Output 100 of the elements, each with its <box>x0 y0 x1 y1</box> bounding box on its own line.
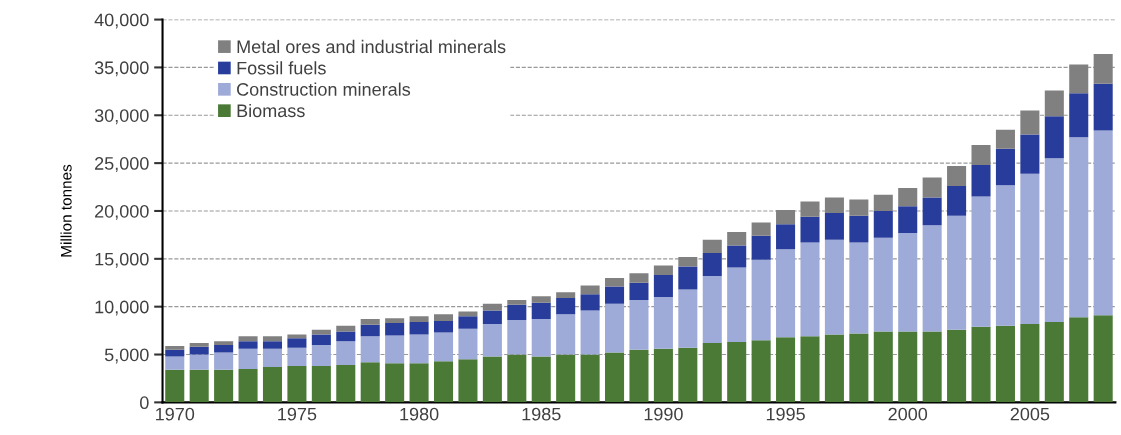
bar <box>702 343 722 403</box>
bar <box>360 362 380 403</box>
bar <box>507 304 527 321</box>
bar <box>947 215 967 330</box>
bar <box>385 322 405 336</box>
x-tick-label: 2005 <box>1010 407 1050 421</box>
bar <box>873 237 893 332</box>
bar <box>922 197 942 226</box>
bar <box>653 348 673 403</box>
bar <box>262 366 283 403</box>
bar <box>702 276 722 344</box>
legend-label: Metal ores and industrial minerals <box>237 39 506 54</box>
bar <box>776 337 796 403</box>
bar <box>238 336 258 342</box>
bar <box>360 319 380 325</box>
bar <box>629 299 649 350</box>
bar <box>776 210 796 225</box>
bar <box>898 206 918 233</box>
bar <box>482 323 502 357</box>
bar <box>849 242 869 334</box>
bar <box>776 249 796 338</box>
bar <box>824 212 844 240</box>
x-tick-label: 1980 <box>400 407 439 421</box>
bar <box>678 289 698 348</box>
bar <box>507 299 527 305</box>
bar <box>653 297 673 349</box>
bar <box>898 232 918 332</box>
bar <box>971 196 991 327</box>
bar <box>360 324 380 337</box>
bar <box>702 253 722 277</box>
bar <box>947 166 967 187</box>
bar <box>531 296 551 303</box>
bar <box>800 216 820 243</box>
bar <box>531 302 551 320</box>
legend-label: Fossil fuels <box>237 61 326 75</box>
y-tick-label: 35,000 <box>94 61 149 77</box>
bar <box>751 259 771 341</box>
x-tick-label: 1995 <box>766 407 805 421</box>
y-tick-label: 5,000 <box>104 348 149 364</box>
bar <box>458 328 478 360</box>
bar <box>1093 130 1113 316</box>
bar <box>409 334 429 364</box>
bar <box>214 352 234 370</box>
bar <box>1020 110 1040 135</box>
bar <box>580 285 600 295</box>
bar <box>556 314 576 355</box>
bar <box>849 333 869 403</box>
bar <box>898 188 918 207</box>
bar <box>238 348 258 369</box>
bar <box>751 235 771 260</box>
bar <box>727 342 747 403</box>
bar <box>1044 90 1064 117</box>
bar <box>458 316 478 329</box>
bar <box>580 354 600 403</box>
bar <box>189 346 209 355</box>
bar <box>629 349 649 403</box>
bar <box>947 329 967 403</box>
bar <box>458 359 478 403</box>
bar <box>262 348 283 367</box>
bar <box>214 369 234 403</box>
bar <box>800 201 820 217</box>
bar <box>1020 173 1040 324</box>
bar <box>287 334 307 339</box>
bar <box>1069 93 1089 138</box>
bar <box>653 275 673 298</box>
x-tick-label: 1975 <box>278 407 317 421</box>
bar <box>311 344 331 367</box>
bar <box>824 239 844 335</box>
bar <box>1044 158 1064 322</box>
bar <box>385 363 405 403</box>
bar <box>922 331 942 403</box>
bar <box>995 148 1015 186</box>
bar <box>287 366 307 403</box>
bar <box>727 267 747 343</box>
bar <box>1093 315 1113 403</box>
bar <box>995 325 1015 403</box>
bar <box>995 129 1015 149</box>
bar <box>165 356 185 370</box>
bar <box>360 336 380 363</box>
bar <box>531 356 551 403</box>
bar <box>898 331 918 403</box>
bar <box>336 325 356 332</box>
x-tick-label: 1990 <box>644 407 683 421</box>
bar <box>287 347 307 367</box>
bar <box>433 321 454 333</box>
bar <box>629 282 649 300</box>
bar <box>189 354 209 370</box>
bar <box>605 277 625 287</box>
bar <box>311 366 331 403</box>
bar <box>287 338 307 348</box>
bar <box>385 335 405 364</box>
bar <box>482 356 502 403</box>
bar <box>995 185 1015 326</box>
y-tick-label: 25,000 <box>95 157 149 172</box>
bar <box>678 256 698 267</box>
bar <box>1069 64 1089 94</box>
x-tick-label: 1970 <box>156 407 195 421</box>
x-tick-label: 2000 <box>888 407 928 421</box>
bar <box>556 354 576 403</box>
y-tick-label: 30,000 <box>94 109 149 125</box>
